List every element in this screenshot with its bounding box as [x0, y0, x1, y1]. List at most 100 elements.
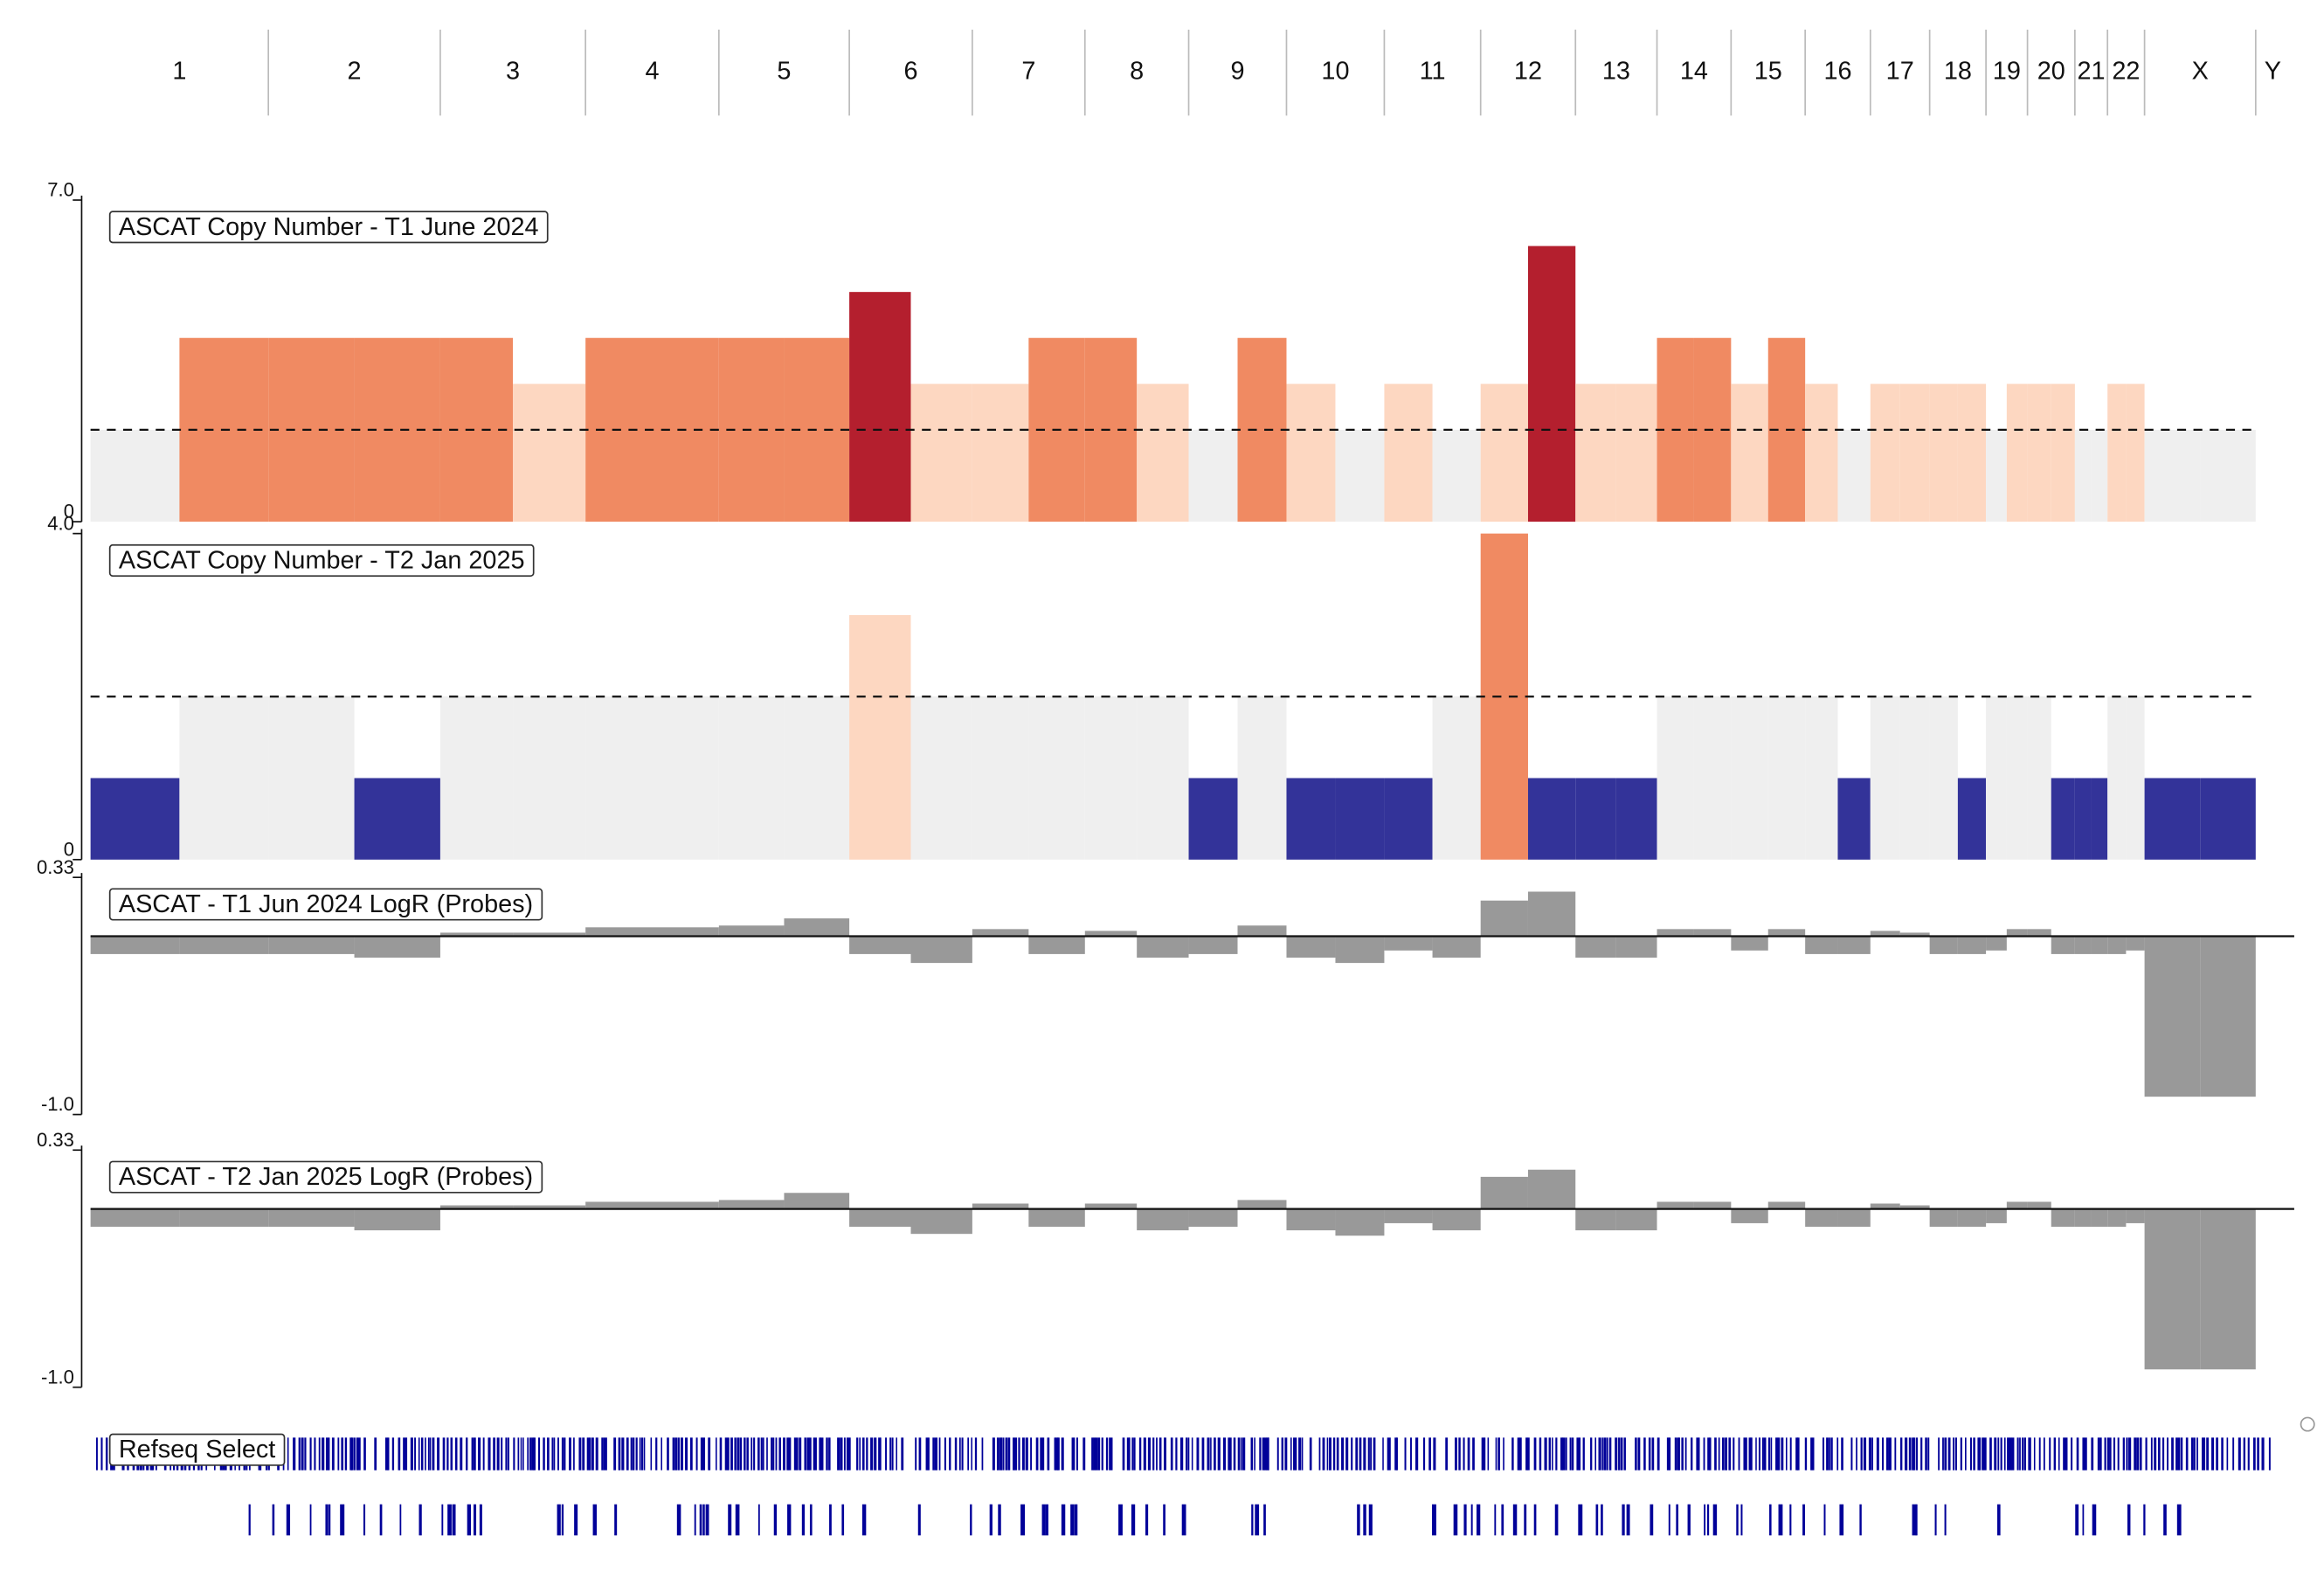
- gene: [429, 1437, 432, 1471]
- logr-segment: [268, 936, 355, 954]
- gene-track[interactable]: Refseq Select: [96, 1433, 2271, 1536]
- gene: [938, 1437, 941, 1471]
- track-label: Refseq Select: [119, 1436, 275, 1464]
- chromosome-label[interactable]: 15: [1754, 58, 1782, 86]
- gene: [989, 1504, 993, 1536]
- gene: [1755, 1437, 1757, 1471]
- chromosome-label[interactable]: 1: [172, 58, 186, 86]
- gene: [901, 1437, 904, 1471]
- gene: [450, 1437, 453, 1471]
- gene: [639, 1437, 641, 1471]
- chromosome-label[interactable]: 6: [903, 58, 917, 86]
- gene: [2196, 1437, 2198, 1471]
- gene: [452, 1504, 456, 1536]
- gene: [1131, 1437, 1134, 1471]
- chromosome-label[interactable]: X: [2192, 58, 2209, 86]
- gene: [551, 1437, 554, 1471]
- chromosome-label[interactable]: 3: [506, 58, 520, 86]
- gene: [757, 1437, 760, 1471]
- gene: [1487, 1437, 1490, 1471]
- chromosome-label[interactable]: 12: [1514, 58, 1542, 86]
- gene: [1915, 1504, 1918, 1536]
- chromosome-label[interactable]: 21: [2077, 58, 2105, 86]
- logr-segment: [1693, 1201, 1732, 1209]
- gene: [1620, 1437, 1623, 1471]
- copy-number-segment: [1188, 429, 1238, 523]
- gene: [1128, 1437, 1131, 1471]
- logr-segment: [90, 936, 180, 954]
- gene: [1859, 1504, 1862, 1536]
- gene: [643, 1437, 646, 1471]
- gene: [1709, 1437, 1712, 1471]
- gene: [1666, 1437, 1670, 1471]
- chromosome-label[interactable]: Y: [2265, 58, 2281, 86]
- logr-segment: [1137, 936, 1189, 958]
- gene: [974, 1437, 978, 1471]
- logr-segment: [1657, 1201, 1694, 1209]
- gene: [1524, 1504, 1527, 1536]
- chromosome-label[interactable]: 19: [1993, 58, 2021, 86]
- gene: [719, 1437, 723, 1471]
- gene: [1698, 1437, 1700, 1471]
- gene: [750, 1437, 753, 1471]
- chromosome-label[interactable]: 5: [777, 58, 791, 86]
- y-tick-label: 0: [64, 501, 74, 523]
- logr-segment: [585, 1201, 653, 1209]
- chromosome-label[interactable]: 14: [1680, 58, 1708, 86]
- gene: [1472, 1437, 1475, 1471]
- gene: [1944, 1504, 1947, 1536]
- gene: [2145, 1437, 2148, 1471]
- y-tick-label: 4.0: [47, 512, 74, 534]
- gene: [482, 1437, 485, 1471]
- chromosome-label[interactable]: 9: [1230, 58, 1244, 86]
- gene: [2252, 1437, 2256, 1471]
- chromosome-label[interactable]: 22: [2112, 58, 2140, 86]
- gene: [1925, 1437, 1927, 1471]
- gene: [1626, 1504, 1630, 1536]
- gene: [949, 1437, 951, 1471]
- gene: [730, 1437, 733, 1471]
- copy-number-segment: [1432, 429, 1481, 523]
- copy-number-segment: [1805, 696, 1838, 860]
- gene: [1109, 1437, 1111, 1471]
- copy-number-segment: [1837, 429, 1871, 523]
- chromosome-label[interactable]: 4: [645, 58, 659, 86]
- chromosome-label[interactable]: 20: [2037, 58, 2065, 86]
- gene: [1229, 1437, 1232, 1471]
- chromosome-label[interactable]: 13: [1602, 58, 1630, 86]
- logr-segment: [910, 1208, 972, 1235]
- chromosome-label[interactable]: 16: [1823, 58, 1851, 86]
- logr-segment: [2027, 1201, 2051, 1209]
- logr-segment: [1870, 1203, 1900, 1209]
- gene: [1595, 1504, 1599, 1536]
- copy-number-segment: [1805, 384, 1838, 523]
- gene: [1725, 1437, 1728, 1471]
- chromosome-label[interactable]: 2: [348, 58, 362, 86]
- logr-segment: [1084, 1203, 1138, 1209]
- gene: [1590, 1437, 1593, 1471]
- gene: [353, 1437, 356, 1471]
- copy-number-segment: [2074, 429, 2092, 523]
- gene: [399, 1504, 402, 1536]
- gene: [298, 1437, 301, 1471]
- gene: [1761, 1437, 1764, 1471]
- chromosome-label[interactable]: 18: [1944, 58, 1972, 86]
- logr-segment: [2091, 936, 2108, 954]
- chromosome-label[interactable]: 7: [1021, 58, 1035, 86]
- gene: [1927, 1437, 1930, 1471]
- copy-number-segment: [1986, 429, 2007, 523]
- gene: [1428, 1437, 1431, 1471]
- chromosome-label[interactable]: 17: [1886, 58, 1914, 86]
- gene: [2099, 1437, 2102, 1471]
- chromosome-label[interactable]: 11: [1420, 58, 1446, 86]
- copy-number-segment: [1693, 696, 1732, 860]
- gene: [1885, 1437, 1889, 1471]
- gene: [1410, 1437, 1412, 1471]
- chromosome-label[interactable]: 10: [1321, 58, 1349, 86]
- gene: [517, 1437, 520, 1471]
- gene: [1404, 1437, 1407, 1471]
- chromosome-label[interactable]: 8: [1130, 58, 1144, 86]
- gene: [1569, 1437, 1572, 1471]
- logr-segment: [1188, 1208, 1238, 1228]
- gene: [578, 1437, 582, 1471]
